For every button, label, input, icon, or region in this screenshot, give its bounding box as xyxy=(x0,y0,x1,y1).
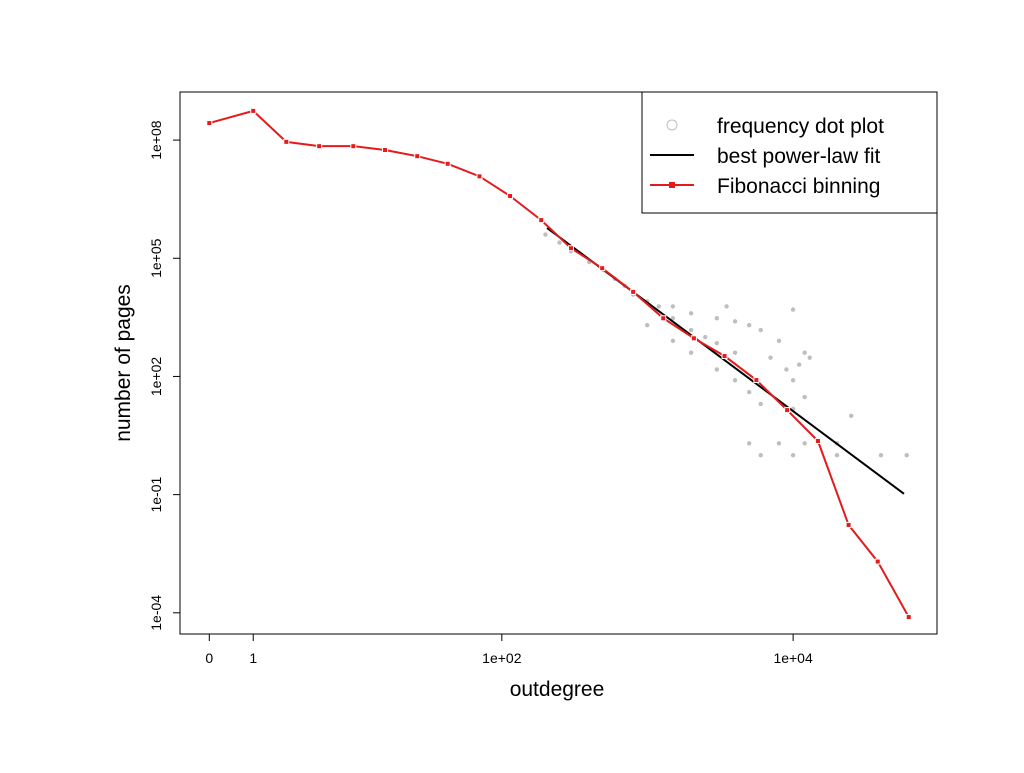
marker xyxy=(316,143,323,150)
dot xyxy=(768,355,773,360)
dot xyxy=(784,367,789,372)
dot xyxy=(776,338,782,344)
marker xyxy=(414,153,421,160)
dot xyxy=(688,311,694,316)
marker xyxy=(721,353,728,360)
dot xyxy=(758,327,763,333)
dot xyxy=(790,307,796,312)
dot xyxy=(746,389,752,395)
marker xyxy=(568,245,575,252)
x-axis-label: outdegree xyxy=(510,678,605,701)
marker xyxy=(382,146,389,153)
dot xyxy=(543,232,548,237)
marker xyxy=(814,437,821,444)
marker xyxy=(350,143,357,150)
y-tick-label: 1e+08 xyxy=(148,120,164,160)
marker xyxy=(444,160,451,167)
marker xyxy=(250,107,257,114)
dot xyxy=(656,304,661,309)
dot xyxy=(688,327,694,333)
legend-symbol xyxy=(669,182,675,188)
marker xyxy=(660,315,667,322)
legend-symbol xyxy=(666,119,678,131)
dot xyxy=(714,316,720,321)
marker xyxy=(784,407,791,414)
dot xyxy=(670,304,676,309)
dot xyxy=(670,338,676,344)
marker xyxy=(283,138,290,145)
dot xyxy=(796,362,802,367)
dot xyxy=(688,350,694,355)
dot xyxy=(790,453,796,458)
marker xyxy=(206,120,213,127)
dot xyxy=(670,316,676,321)
dot xyxy=(802,350,807,355)
marker xyxy=(476,173,483,180)
legend-label: frequency dot plot xyxy=(717,115,884,138)
legend-label: Fibonacci binning xyxy=(717,175,880,198)
dot xyxy=(802,394,807,400)
y-axis-label: number of pages xyxy=(112,284,135,442)
dot xyxy=(904,453,909,458)
marker xyxy=(599,265,606,272)
legend-label: best power-law fit xyxy=(717,145,881,168)
legend-box xyxy=(641,91,938,214)
dot xyxy=(732,378,738,383)
marker xyxy=(690,335,697,342)
dot xyxy=(807,355,812,360)
dot xyxy=(557,240,562,245)
dot xyxy=(848,413,854,419)
plot-frame xyxy=(179,91,938,635)
marker xyxy=(874,558,881,565)
dot xyxy=(758,453,763,458)
marker xyxy=(905,614,912,621)
dot xyxy=(746,322,752,328)
x-tick-label: 1e+02 xyxy=(482,650,522,666)
dot xyxy=(790,378,796,383)
x-tick-label: 1e+04 xyxy=(773,650,813,666)
dot xyxy=(732,319,738,324)
marker xyxy=(630,288,637,295)
marker xyxy=(538,217,545,224)
dot xyxy=(732,350,738,355)
y-tick-label: 1e-01 xyxy=(148,477,164,513)
dot xyxy=(834,453,840,458)
dot xyxy=(878,453,884,458)
y-tick-label: 1e+02 xyxy=(148,357,164,397)
dot xyxy=(776,441,782,446)
marker xyxy=(753,377,760,384)
x-tick-label: 0 xyxy=(205,650,213,666)
dot xyxy=(746,441,752,446)
dot xyxy=(802,441,807,446)
marker xyxy=(845,521,852,528)
dot xyxy=(703,334,708,340)
y-tick-label: 1e+05 xyxy=(148,238,164,278)
dot xyxy=(758,401,763,407)
dot xyxy=(724,304,729,309)
dot xyxy=(714,367,720,372)
dot xyxy=(714,340,720,346)
marker xyxy=(507,193,514,200)
dot xyxy=(645,322,650,328)
x-tick-label: 1 xyxy=(249,650,257,666)
y-tick-label: 1e-04 xyxy=(148,595,164,631)
plot-area xyxy=(206,107,912,621)
